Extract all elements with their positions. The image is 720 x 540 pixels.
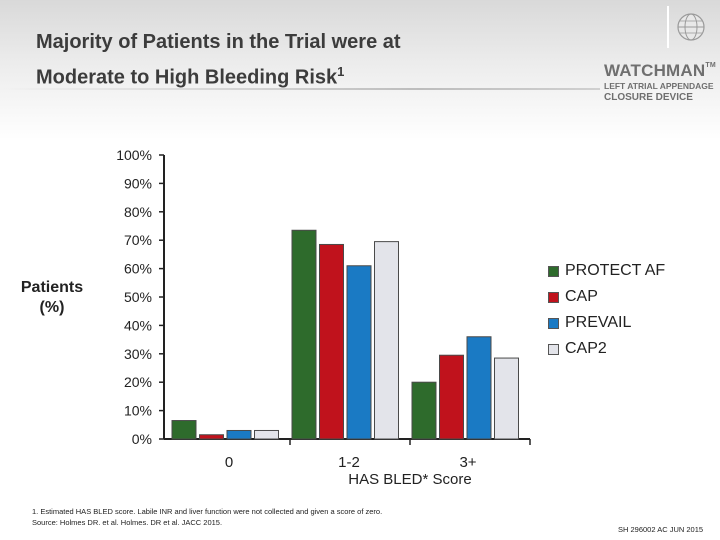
title-line-2: Moderate to High Bleeding Risk1 <box>36 57 536 93</box>
legend-swatch <box>548 265 559 277</box>
footnote: 1. Estimated HAS BLED score. Labile INR … <box>32 506 452 528</box>
y-axis-title-line-1: Patients <box>20 279 84 296</box>
legend-item: CAP2 <box>548 336 665 362</box>
title-line-2-text: Moderate to High Bleeding Risk <box>36 66 338 89</box>
chart-legend: PROTECT AF CAP PREVAIL CAP2 <box>548 258 665 362</box>
bar-protect-af-2 <box>411 381 437 440</box>
footnote-line-2: Source: Holmes DR. et al. Holmes. DR et … <box>32 518 223 527</box>
bar-cap2-2 <box>494 357 519 440</box>
document-id: SH 296002 AC JUN 2015 <box>618 525 704 534</box>
title-footnote-marker: 1 <box>337 64 345 79</box>
bar-cap-0 <box>199 434 224 440</box>
bar-prevail-0 <box>226 429 252 440</box>
header-divider <box>0 88 600 90</box>
bar-prevail-2 <box>466 336 492 440</box>
bar-protect-af-0 <box>171 420 197 440</box>
brand-subtitle-2: CLOSURE DEVICE <box>604 91 693 103</box>
y-tick-label: 0% <box>132 431 152 447</box>
x-axis-title: HAS BLED* Score <box>348 471 472 488</box>
legend-label: PREVAIL <box>565 314 632 331</box>
logo-divider <box>667 6 669 48</box>
bar-cap-1 <box>319 243 344 440</box>
y-tick-label: 60% <box>124 261 152 277</box>
legend-label: CAP2 <box>565 340 607 357</box>
brand-name-text: WATCHMAN <box>604 61 706 80</box>
y-tick-label: 20% <box>124 374 152 390</box>
slide-title: Majority of Patients in the Trial were a… <box>36 28 536 93</box>
legend-swatch <box>548 291 559 303</box>
y-tick-label: 50% <box>124 289 152 305</box>
brand-name: WATCHMANTM <box>604 62 716 79</box>
x-tick-label: 0 <box>225 454 233 471</box>
y-axis-title: Patients (%) <box>12 278 92 318</box>
legend-item: CAP <box>548 284 665 310</box>
legend-label: CAP <box>565 288 598 305</box>
y-tick-label: 80% <box>124 204 152 220</box>
brand-trademark: TM <box>705 62 716 69</box>
bar-cap2-0 <box>254 429 279 440</box>
x-tick-label: 3+ <box>459 454 476 471</box>
legend-item: PROTECT AF <box>548 258 665 284</box>
brand-subtitle-1: LEFT ATRIAL APPENDAGE <box>604 81 714 91</box>
bar-cap2-1 <box>374 241 399 440</box>
footnote-line-1: 1. Estimated HAS BLED score. Labile INR … <box>32 507 383 516</box>
bar-cap-2 <box>439 354 464 440</box>
brand-logo: WATCHMANTM LEFT ATRIAL APPENDAGE CLOSURE… <box>604 62 716 103</box>
legend-label: PROTECT AF <box>565 262 666 279</box>
legend-swatch <box>548 317 559 329</box>
legend-swatch <box>548 343 559 355</box>
legend-item: PREVAIL <box>548 310 665 336</box>
y-tick-label: 30% <box>124 346 152 362</box>
bar-protect-af-1 <box>291 229 317 440</box>
y-tick-label: 10% <box>124 403 152 419</box>
bar-prevail-1 <box>346 265 372 440</box>
title-line-1: Majority of Patients in the Trial were a… <box>36 31 401 53</box>
y-tick-label: 100% <box>116 147 152 163</box>
y-tick-label: 70% <box>124 232 152 248</box>
y-tick-label: 40% <box>124 317 152 333</box>
globe-logo-icon <box>677 13 705 41</box>
x-tick-label: 1-2 <box>338 454 360 471</box>
y-tick-label: 90% <box>124 175 152 191</box>
header-band <box>0 0 720 140</box>
y-axis-title-line-2: (%) <box>39 299 65 316</box>
